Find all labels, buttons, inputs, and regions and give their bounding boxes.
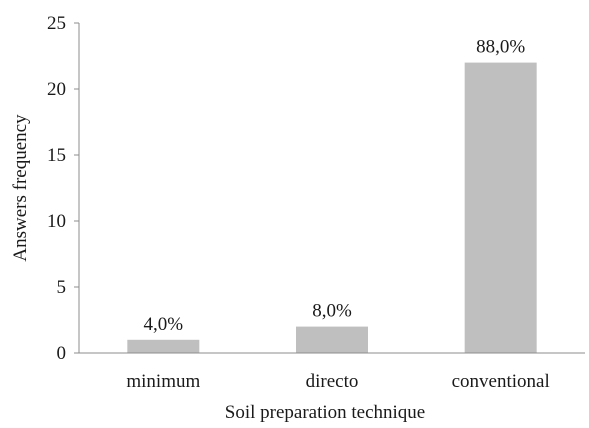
data-label-minimum: 4,0% bbox=[144, 314, 184, 335]
x-category-label-minimum: minimum bbox=[126, 371, 200, 392]
x-category-label-conventional: conventional bbox=[452, 371, 550, 392]
y-axis-title: Answers frequency bbox=[10, 114, 31, 262]
bars bbox=[127, 62, 537, 353]
data-labels: 4,0% 8,0% 88,0% bbox=[144, 37, 526, 335]
y-tick-label: 0 bbox=[57, 343, 67, 364]
x-axis-title: Soil preparation technique bbox=[225, 402, 426, 423]
bar-conventional bbox=[464, 62, 537, 353]
y-tick-label: 5 bbox=[57, 277, 67, 298]
x-category-label-directo: directo bbox=[306, 371, 359, 392]
y-tick-label: 25 bbox=[47, 13, 66, 34]
y-tick-label: 15 bbox=[47, 145, 66, 166]
y-tick-label: 20 bbox=[47, 79, 66, 100]
bar-directo bbox=[296, 326, 368, 353]
bar-minimum bbox=[127, 339, 200, 353]
data-label-directo: 8,0% bbox=[312, 301, 352, 322]
x-axis-category-labels: minimum directo conventional bbox=[126, 371, 549, 392]
y-axis-ticks: 0 5 10 15 20 25 bbox=[47, 13, 79, 364]
y-tick-label: 10 bbox=[47, 211, 66, 232]
data-label-conventional: 88,0% bbox=[476, 37, 525, 58]
